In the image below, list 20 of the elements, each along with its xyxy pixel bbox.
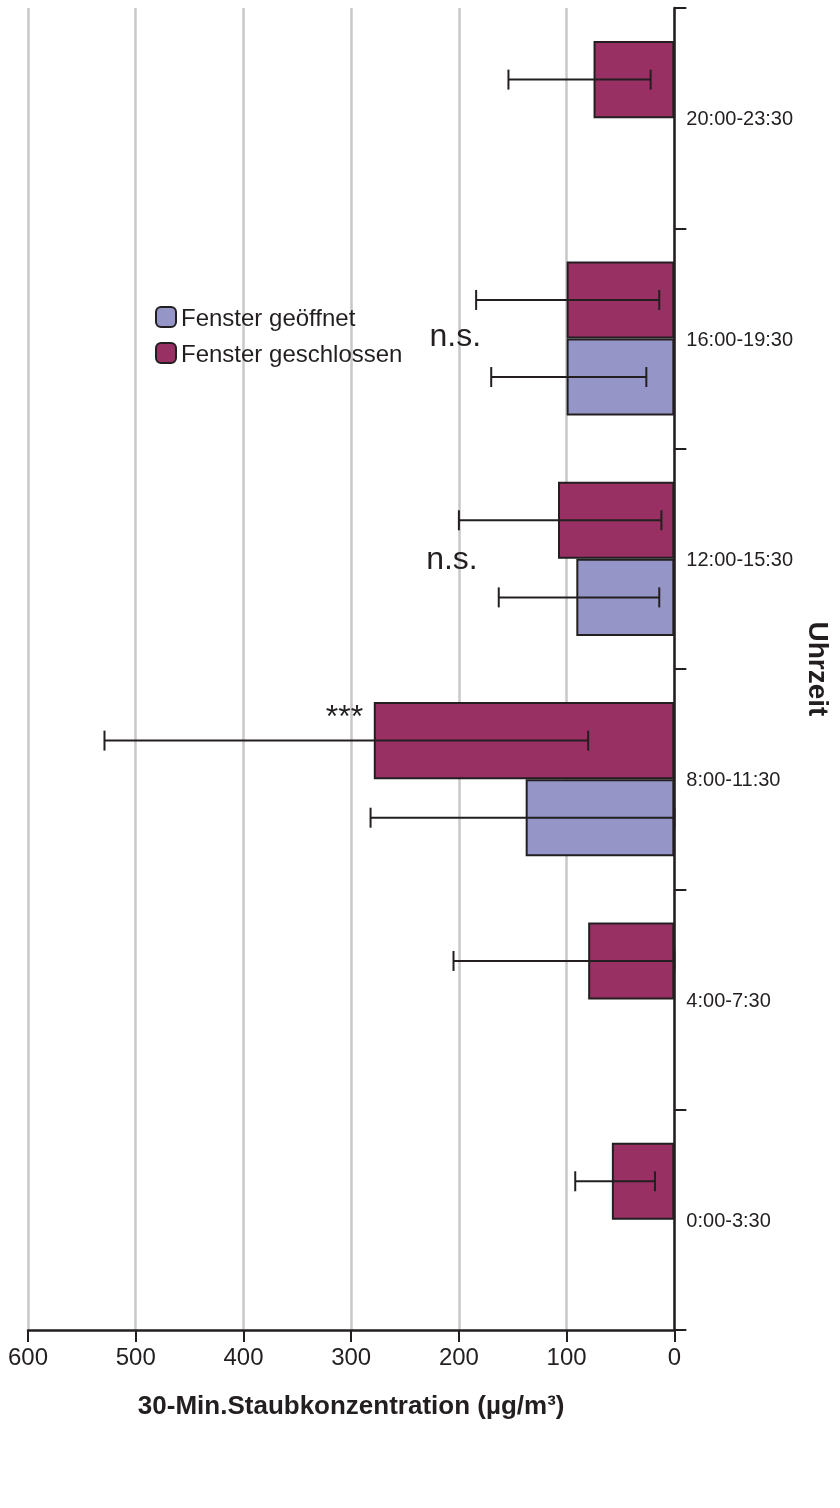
x-tick-label: 0 — [667, 1342, 682, 1370]
annotation: n.s. — [429, 316, 482, 353]
y-tick-label: 0:00-3:30 — [686, 1208, 771, 1231]
x-tick-label: 600 — [7, 1342, 49, 1370]
y-axis-title: Uhrzeit — [802, 621, 834, 717]
x-tick-label: 300 — [331, 1342, 372, 1370]
x-tick-label: 100 — [546, 1342, 587, 1370]
legend-label: Fenster geschlossen — [181, 339, 403, 367]
annotation: n.s. — [426, 539, 478, 576]
y-tick-label: 4:00-7:30 — [686, 988, 771, 1011]
y-tick-label: 20:00-23:30 — [686, 107, 794, 130]
y-tick-label: 12:00-15:30 — [686, 547, 794, 570]
x-tick-label: 500 — [115, 1342, 156, 1370]
legend-label: Fenster geöffnet — [181, 303, 356, 331]
y-tick-label: 8:00-11:30 — [686, 768, 781, 791]
x-axis-title: 30-Min.Staubkonzentration (µg/m³) — [137, 1390, 565, 1420]
x-tick-label: 400 — [223, 1342, 264, 1370]
annotation: *** — [325, 698, 364, 735]
y-tick-label: 16:00-19:30 — [686, 327, 794, 350]
x-tick-label: 200 — [438, 1342, 479, 1370]
